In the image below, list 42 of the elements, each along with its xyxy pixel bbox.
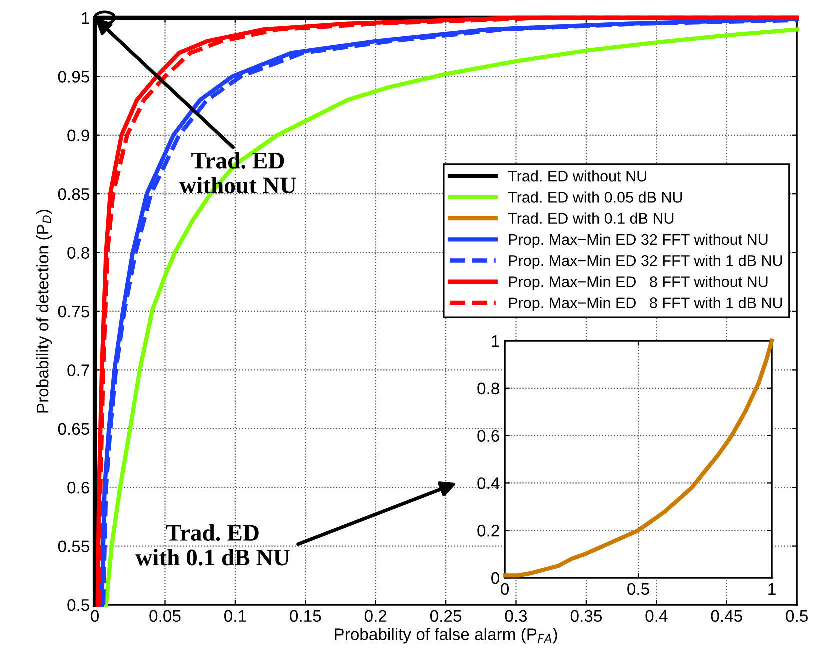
y-tick-label: 0.75 <box>58 306 90 318</box>
y-tick-label: 0.8 <box>478 382 500 395</box>
x-tick-label: 0.3 <box>505 610 528 622</box>
y-tick-label: 0.6 <box>68 482 90 494</box>
x-axis-title: Probability of false alarm (P$_{FA}$) <box>335 628 558 644</box>
x-tick-label: 1 <box>768 583 776 595</box>
x-tick-label: 0.45 <box>711 610 742 622</box>
x-tick-label: 0 <box>501 583 510 596</box>
x-tick-label: 0.35 <box>570 610 602 622</box>
y-tick-label: 0.2 <box>478 525 500 537</box>
y-tick-label: 0.8 <box>68 247 90 259</box>
y-tick-label: 0.5 <box>68 599 90 612</box>
legend-label: Trad. ED with 0.05 dB NU <box>508 192 682 203</box>
y-tick-label: 0.9 <box>68 130 90 142</box>
y-tick-label: 0.6 <box>478 430 500 442</box>
annotation: Trad. ED with 0.1 dB NU <box>136 524 290 566</box>
x-tick-label: 0.05 <box>150 610 181 622</box>
legend-label: Prop. Max−Min ED 32 FFT without NU <box>509 234 768 248</box>
line-series <box>502 338 774 578</box>
x-tick-label: 0.15 <box>290 610 322 622</box>
legend-label: Prop. Max−Min ED 32 FFT with 1 dB NU <box>509 255 782 270</box>
legend-label: Prop. Max−Min ED 8 FFT with 1 dB NU <box>509 297 782 312</box>
legend-label: Trad. ED without NU <box>508 170 646 182</box>
x-tick-label: 0.5 <box>786 610 808 622</box>
legend-label: Trad. ED with 0.1 dB NU <box>508 212 674 224</box>
x-tick-label: 0.5 <box>628 583 650 596</box>
x-tick-label: 0.1 <box>224 610 246 622</box>
y-tick-label: 0.85 <box>58 188 90 200</box>
x-tick-label: 0.25 <box>430 610 462 622</box>
x-tick-label: 0.4 <box>646 610 668 622</box>
y-tick-label: 0.7 <box>68 364 90 376</box>
x-tick-label: 0.2 <box>364 610 387 622</box>
legend-label: Prop. Max−Min ED 8 FFT without NU <box>509 276 768 290</box>
y-tick-label: 0 <box>492 572 500 584</box>
y-axis-title: Probability of detection (P$_{D}$) <box>36 210 52 413</box>
y-tick-label: 1 <box>82 12 90 24</box>
y-tick-label: 0.55 <box>58 540 90 552</box>
x-tick-label: 0 <box>91 610 100 622</box>
y-tick-label: 1 <box>492 336 500 348</box>
y-tick-label: 0.95 <box>58 71 90 83</box>
y-tick-label: 0.65 <box>58 423 90 436</box>
y-tick-label: 0.4 <box>478 478 500 490</box>
